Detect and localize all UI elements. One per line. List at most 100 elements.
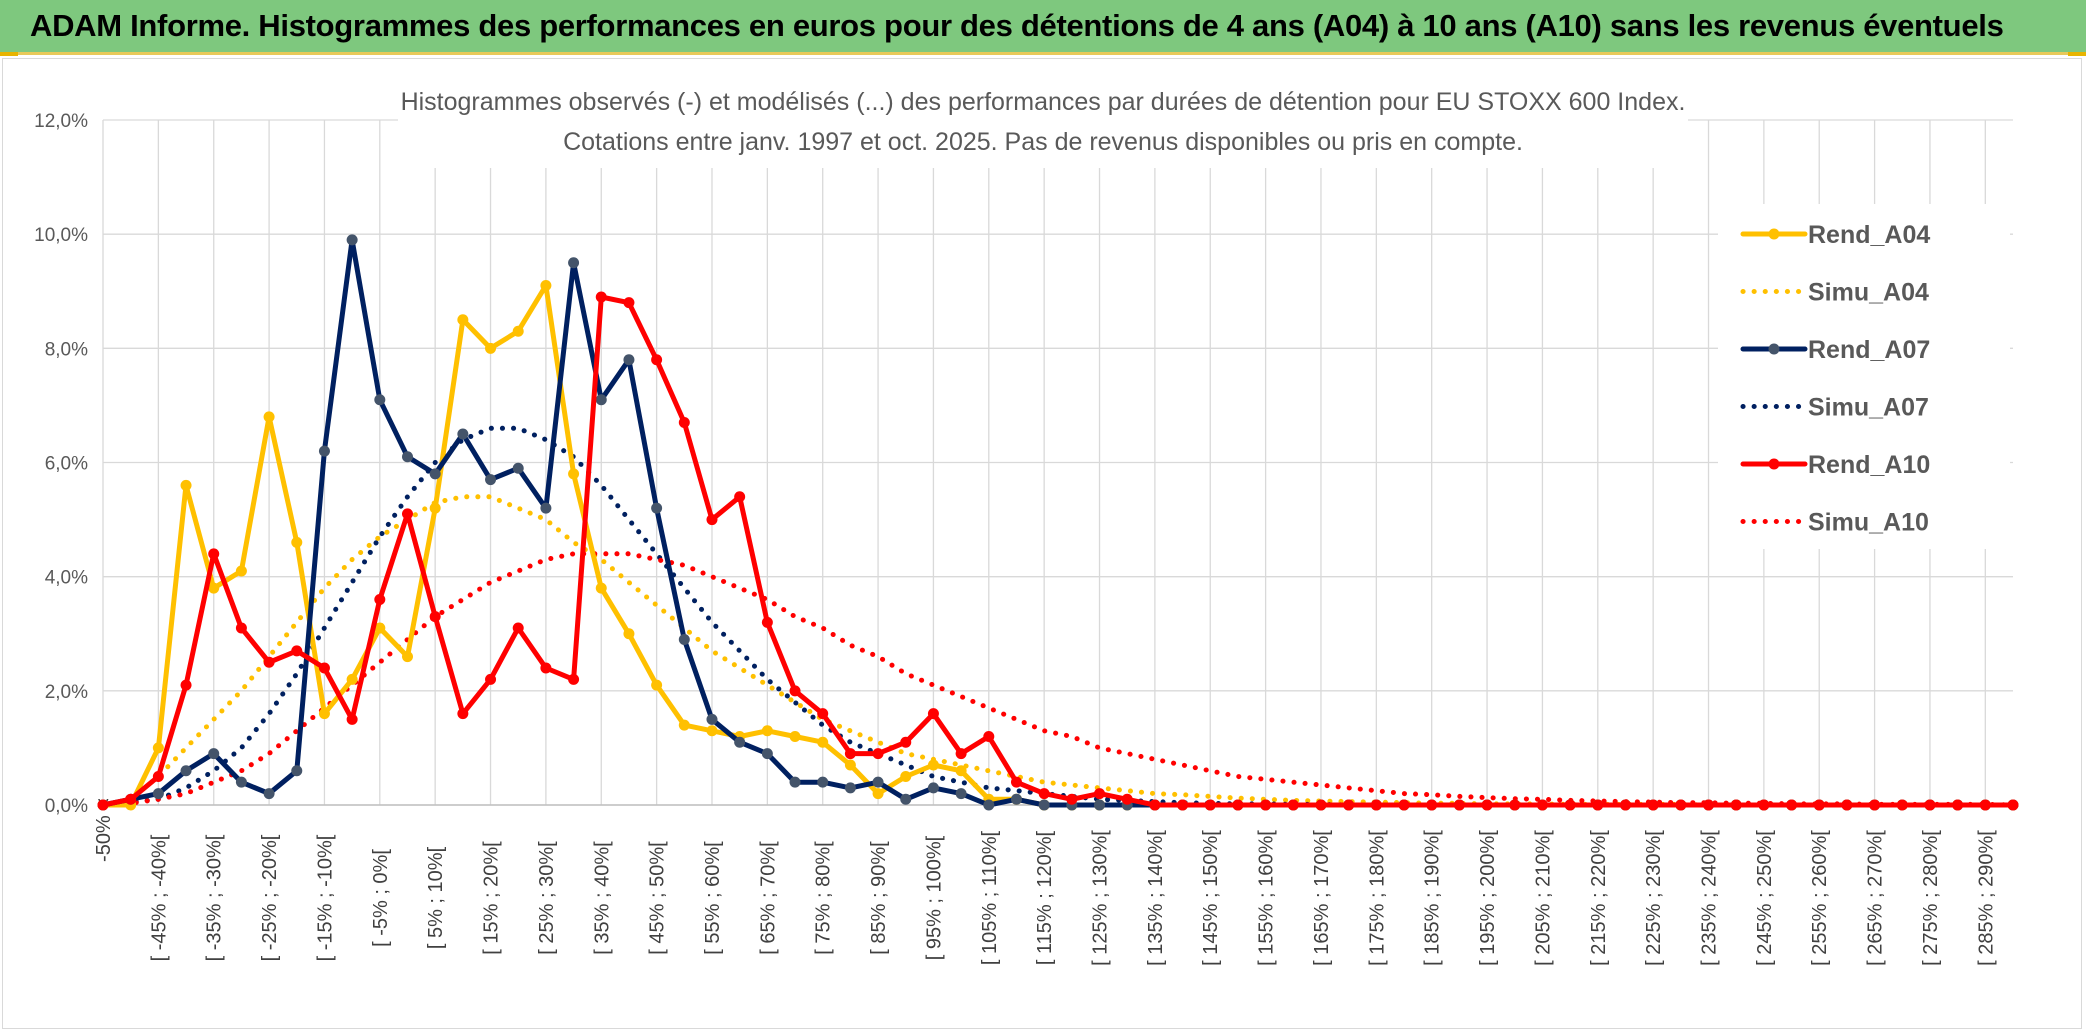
legend-marker-Rend_A10 xyxy=(1768,458,1780,470)
data-point-Rend_A10 xyxy=(263,656,275,668)
y-tick-label: 6,0% xyxy=(45,454,88,475)
data-point-Rend_A10 xyxy=(1066,793,1078,805)
data-point-Rend_A10 xyxy=(1204,799,1216,811)
y-tick-label: 0,0% xyxy=(45,796,88,817)
legend-background xyxy=(1718,204,2010,549)
data-point-Rend_A10 xyxy=(844,748,856,760)
data-point-Rend_A10 xyxy=(761,616,773,628)
x-tick-label: [ 175% ; 180%[ xyxy=(1366,830,1388,966)
data-point-Rend_A07 xyxy=(540,502,552,514)
data-point-Rend_A10 xyxy=(1453,799,1465,811)
data-point-Rend_A07 xyxy=(374,394,386,406)
x-tick-label: [ 285% ; 290%[ xyxy=(1975,830,1997,966)
data-point-Rend_A07 xyxy=(152,788,164,800)
data-point-Rend_A07 xyxy=(235,776,247,788)
data-point-Rend_A10 xyxy=(1121,793,1133,805)
x-tick-label: [ 115% ; 120%[ xyxy=(1034,830,1056,965)
data-point-Rend_A10 xyxy=(1343,799,1355,811)
x-tick-label: [ 165% ; 170%[ xyxy=(1311,830,1333,966)
data-point-Rend_A04 xyxy=(263,411,275,423)
x-tick-label: [ 235% ; 240%[ xyxy=(1699,830,1721,966)
data-point-Rend_A07 xyxy=(817,776,829,788)
x-tick-label: [ 75% ; 80%[ xyxy=(813,841,835,955)
data-point-Rend_A10 xyxy=(1177,799,1189,811)
data-point-Rend_A10 xyxy=(1841,799,1853,811)
x-tick-label: [ 245% ; 250%[ xyxy=(1754,830,1776,966)
x-tick-label: [ 65% ; 70%[ xyxy=(757,841,779,955)
data-point-Rend_A10 xyxy=(900,736,912,748)
data-point-Rend_A10 xyxy=(1010,776,1022,788)
data-point-Rend_A10 xyxy=(1896,799,1908,811)
data-point-Rend_A04 xyxy=(568,468,580,480)
data-point-Rend_A04 xyxy=(761,725,773,737)
x-tick-label: [ 15% ; 20%[ xyxy=(481,841,503,955)
data-point-Rend_A07 xyxy=(429,468,441,480)
x-tick-label: [ 275% ; 280%[ xyxy=(1920,830,1942,966)
data-point-Rend_A10 xyxy=(872,748,884,760)
legend-label-Rend_A07: Rend_A07 xyxy=(1808,336,1930,364)
legend-label-Simu_A04: Simu_A04 xyxy=(1808,279,1929,307)
data-point-Rend_A10 xyxy=(789,685,801,697)
data-point-Rend_A10 xyxy=(1564,799,1576,811)
data-point-Rend_A10 xyxy=(235,622,247,634)
data-point-Rend_A04 xyxy=(595,582,607,594)
data-point-Rend_A04 xyxy=(208,582,220,594)
data-point-Rend_A10 xyxy=(1730,799,1742,811)
data-point-Rend_A10 xyxy=(817,708,829,720)
data-point-Rend_A04 xyxy=(678,719,690,731)
x-tick-label: [ -25% ; -20%[ xyxy=(259,834,281,961)
data-point-Rend_A10 xyxy=(1398,799,1410,811)
data-point-Rend_A10 xyxy=(1924,799,1936,811)
data-point-Rend_A04 xyxy=(540,280,552,292)
data-point-Rend_A04 xyxy=(955,765,967,777)
data-point-Rend_A07 xyxy=(706,713,718,725)
data-point-Rend_A10 xyxy=(983,731,995,742)
data-point-Rend_A07 xyxy=(457,428,469,440)
data-point-Rend_A10 xyxy=(1786,799,1798,811)
data-point-Rend_A04 xyxy=(485,342,497,354)
data-point-Rend_A07 xyxy=(789,776,801,788)
series-layer xyxy=(97,234,2019,811)
data-point-Rend_A10 xyxy=(1536,799,1548,811)
data-point-Rend_A04 xyxy=(872,788,884,800)
data-point-Rend_A07 xyxy=(318,445,330,457)
data-point-Rend_A04 xyxy=(152,742,164,754)
x-tick-label: [ 265% ; 270%[ xyxy=(1865,830,1887,966)
data-point-Rend_A07 xyxy=(595,394,607,406)
banner-title: ADAM Informe. Histogrammes des performan… xyxy=(30,8,2004,43)
banner-corner-right xyxy=(2068,52,2086,56)
legend-label-Rend_A10: Rend_A10 xyxy=(1808,451,1930,479)
data-point-Rend_A07 xyxy=(1010,793,1022,805)
data-point-Rend_A10 xyxy=(1758,799,1770,811)
data-point-Rend_A10 xyxy=(512,622,524,634)
data-point-Rend_A10 xyxy=(1509,799,1521,811)
data-point-Rend_A07 xyxy=(401,451,413,463)
data-point-Rend_A10 xyxy=(1813,799,1825,811)
data-point-Rend_A10 xyxy=(1952,799,1964,811)
y-tick-label: 2,0% xyxy=(45,682,88,703)
x-tick-label: [ 135% ; 140%[ xyxy=(1145,830,1167,966)
legend-marker-Rend_A07 xyxy=(1768,343,1780,355)
x-tick-label: [ -35% ; -30%[ xyxy=(204,834,226,961)
data-point-Rend_A10 xyxy=(485,673,497,685)
data-point-Rend_A10 xyxy=(152,770,164,782)
data-point-Rend_A04 xyxy=(706,725,718,737)
data-point-Rend_A04 xyxy=(291,536,303,548)
data-point-Rend_A07 xyxy=(263,788,275,800)
x-tick-label: [ 45% ; 50%[ xyxy=(647,841,669,955)
x-tick-label: [ 35% ; 40%[ xyxy=(591,841,613,955)
data-point-Rend_A07 xyxy=(512,462,524,474)
x-tick-label: [ 125% ; 130%[ xyxy=(1090,830,1112,966)
series-line-Simu_A10 xyxy=(100,551,2016,808)
data-point-Rend_A04 xyxy=(346,673,358,685)
x-tick-label: [ 5% ; 10%[ xyxy=(425,846,447,949)
x-tick-label: [ 25% ; 30%[ xyxy=(536,841,558,955)
data-point-Rend_A10 xyxy=(1038,788,1050,800)
x-tick-label: [ 185% ; 190%[ xyxy=(1422,830,1444,966)
data-point-Rend_A07 xyxy=(872,776,884,788)
chart-frame xyxy=(2,58,2082,1029)
data-point-Rend_A07 xyxy=(180,765,192,777)
x-tick-label: [ 145% ; 150%[ xyxy=(1200,830,1222,966)
data-point-Rend_A04 xyxy=(318,708,330,720)
